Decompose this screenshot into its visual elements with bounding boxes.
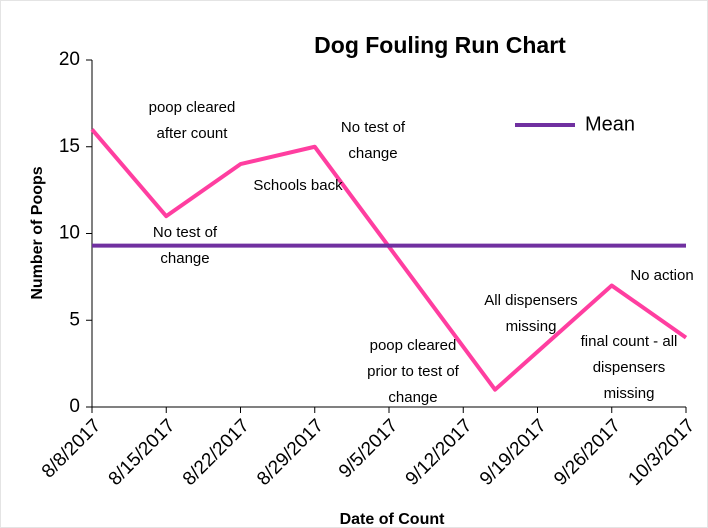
y-axis-label: Number of Poops: [29, 166, 46, 299]
annotation: poop cleared: [370, 337, 457, 354]
annotation: No action: [630, 267, 693, 284]
annotation: missing: [604, 385, 655, 402]
chart-title: Dog Fouling Run Chart: [314, 32, 566, 58]
y-tick-label: 5: [69, 309, 80, 330]
annotation: poop cleared: [149, 99, 236, 116]
y-tick-label: 0: [69, 396, 80, 417]
annotation: dispensers: [593, 359, 666, 376]
annotation: Schools back: [253, 177, 343, 194]
annotation: final count - all: [581, 333, 678, 350]
annotation: prior to test of: [367, 363, 460, 380]
annotation: missing: [506, 318, 557, 335]
y-tick-label: 15: [59, 136, 80, 157]
data-line: [90, 128, 688, 392]
annotation: after count: [157, 125, 229, 142]
legend-label: Mean: [585, 113, 635, 135]
annotation: change: [160, 250, 209, 267]
annotation: change: [348, 145, 397, 162]
x-axis-label: Date of Count: [340, 511, 446, 528]
annotation: All dispensers: [484, 292, 577, 309]
y-tick-label: 10: [59, 223, 80, 244]
annotation: No test of: [153, 224, 218, 241]
y-tick-label: 20: [59, 49, 80, 70]
annotation: No test of: [341, 119, 406, 136]
annotation: change: [388, 389, 437, 406]
